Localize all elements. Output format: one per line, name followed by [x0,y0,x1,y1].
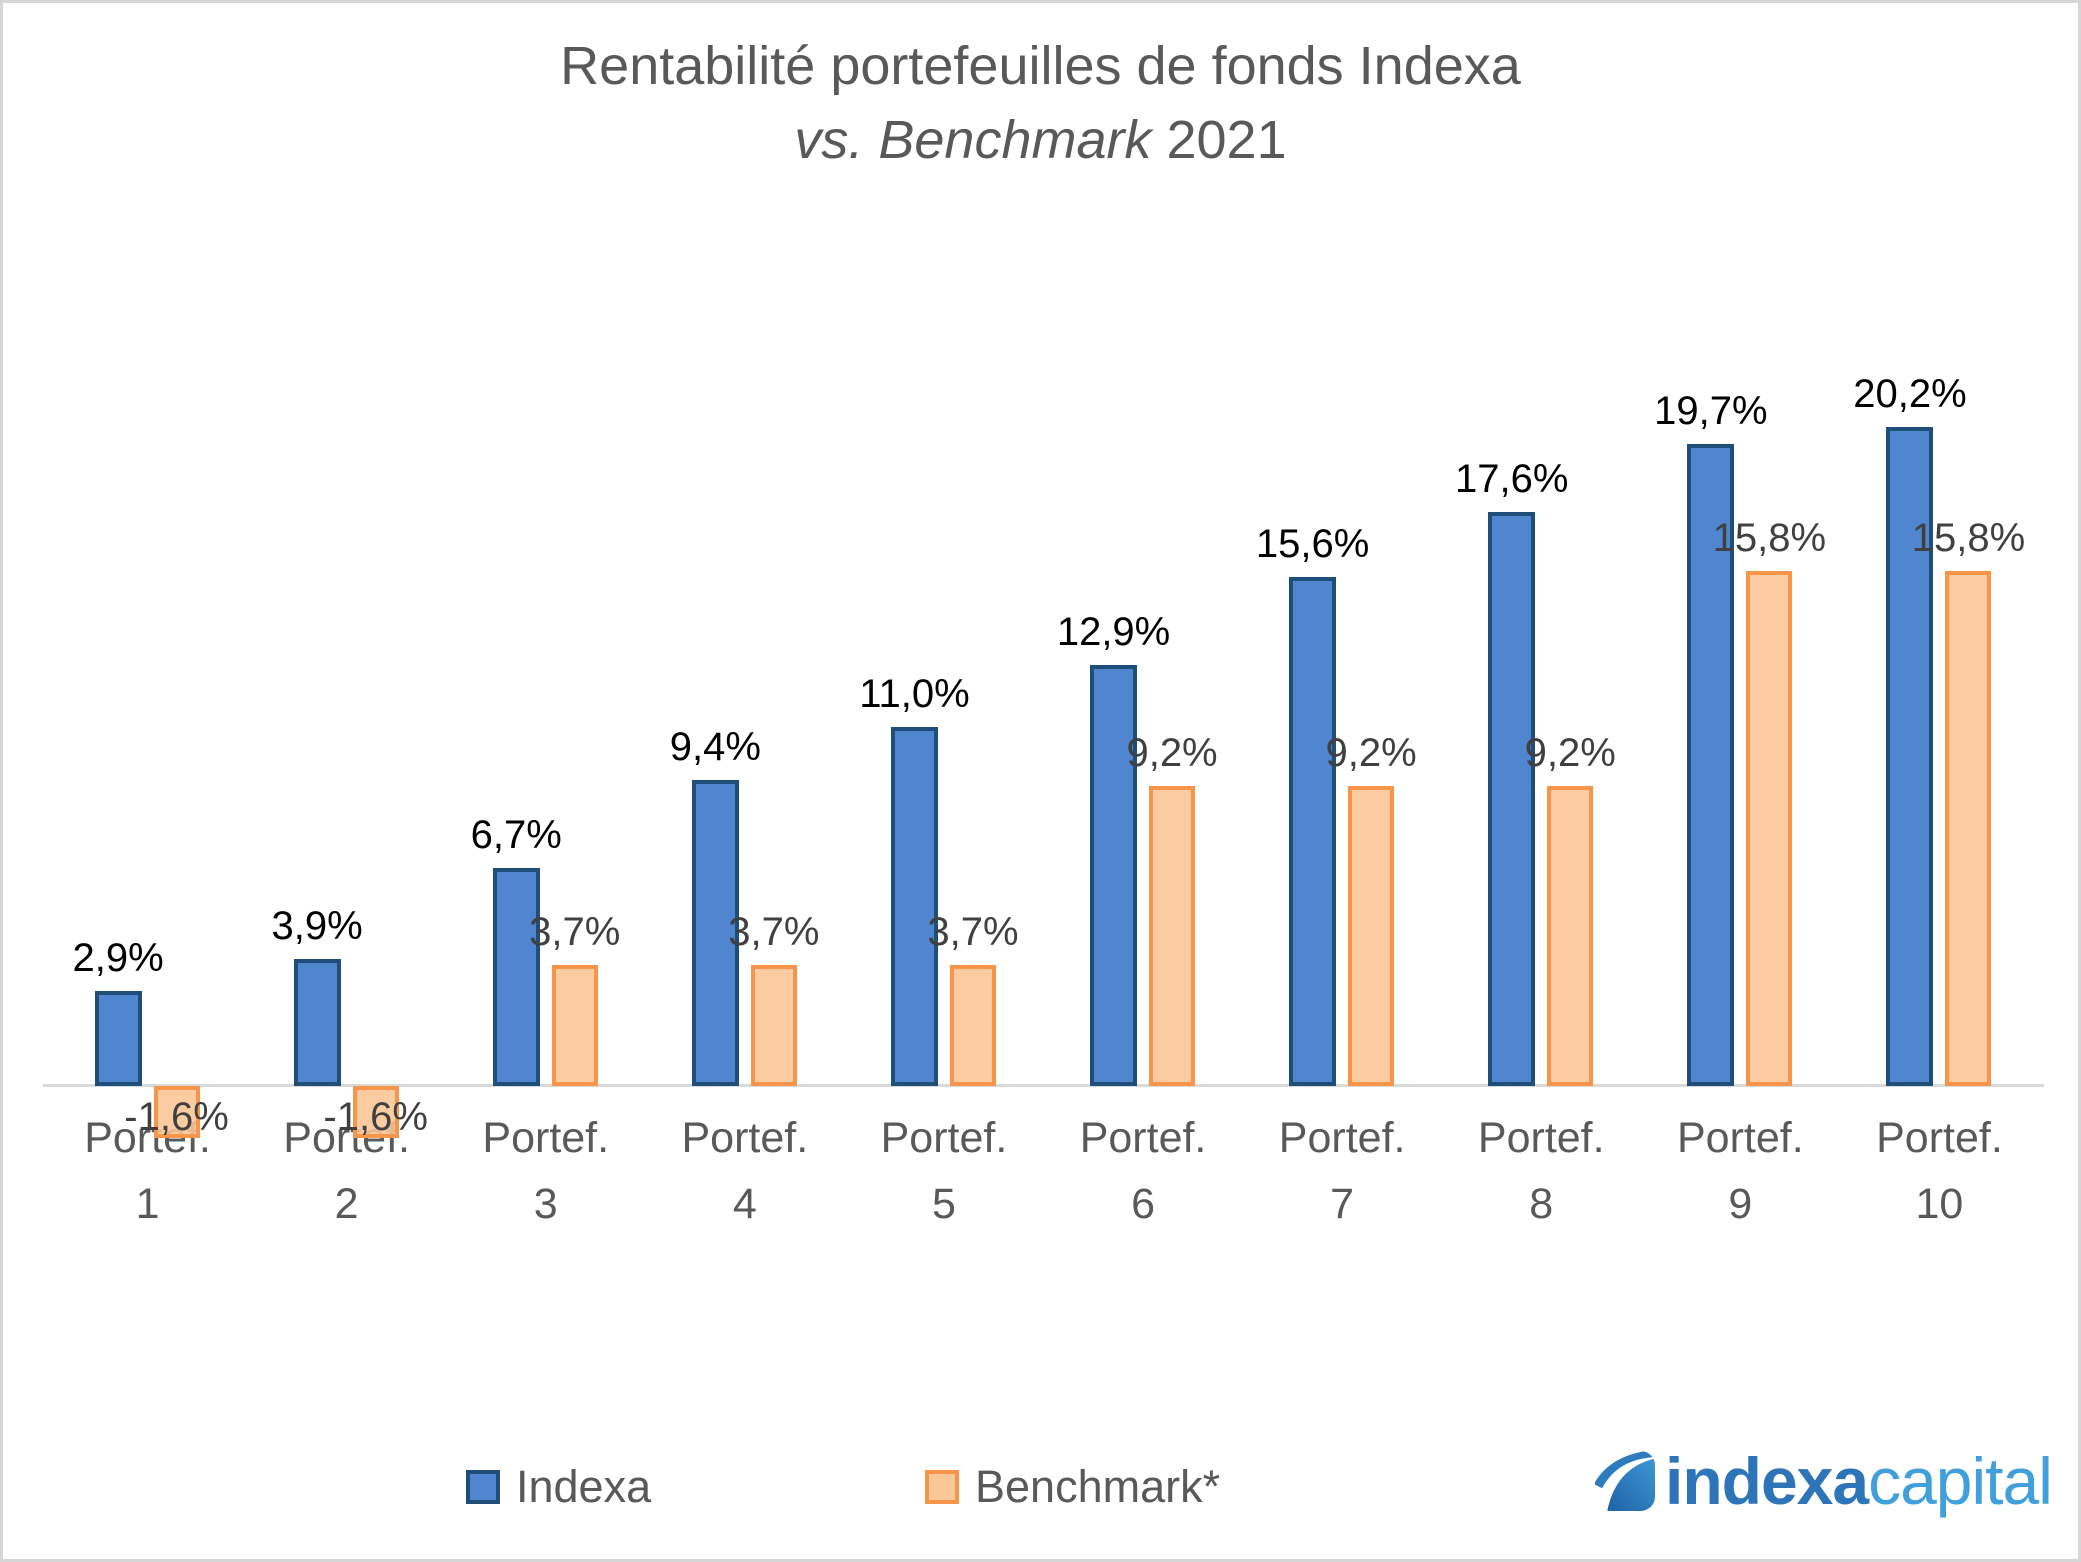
legend-label-indexa: Indexa [516,1461,652,1512]
benchmark-value-label-2: -1,6% [323,1095,428,1139]
category-label-line1: Portef. [1677,1114,1804,1162]
benchmark-bar-9 [1746,571,1793,1086]
benchmark-bar-6 [1149,786,1196,1086]
benchmark-bar-1 [153,1086,200,1138]
category-label-portef-3: Portef. 3 [436,1105,656,1237]
category-label-line2: 6 [1131,1180,1155,1228]
indexa-value-label-5: 11,0% [859,672,970,716]
category-label-line2: 5 [931,1180,956,1228]
chart-title-line2-italic: vs. Benchmark [794,110,1152,170]
category-label-line2: 10 [1915,1180,1964,1228]
category-label-portef-7: Portef. 7 [1232,1105,1452,1237]
benchmark-bar-3 [551,965,598,1086]
indexa-value-label-4: 9,4% [669,725,761,769]
benchmark-legend-swatch-icon [925,1470,959,1504]
indexa-bar-1 [94,991,142,1086]
indexacapital-logo-icon [1595,1451,1655,1511]
category-label-line2: 7 [1330,1180,1355,1228]
x-axis-line [43,1084,2044,1087]
category-label-line2: 2 [334,1180,359,1228]
chart-title-line1: Rentabilité portefeuilles de fonds Index… [560,36,1521,96]
indexa-bar-3 [492,868,540,1086]
indexa-bar-9 [1687,444,1735,1086]
category-label-line2: 9 [1728,1180,1753,1228]
category-label-line1: Portef. [482,1114,610,1162]
benchmark-bar-8 [1547,786,1594,1086]
category-label-line1: Portef. [1079,1114,1207,1162]
benchmark-value-label-6: 9,2% [1126,731,1218,775]
category-label-portef-6: Portef. 6 [1033,1105,1253,1237]
category-label-line1: Portef. [681,1114,809,1162]
indexa-bar-6 [1090,665,1138,1086]
indexacapital-logo: indexa capital [1595,1441,2053,1521]
indexa-bar-2 [293,959,341,1086]
category-label-line2: 8 [1529,1180,1554,1228]
legend-item-indexa: Indexa [466,1461,651,1513]
indexa-bar-5 [890,727,938,1086]
benchmark-value-label-4: 3,7% [728,910,820,954]
indexa-value-label-6: 12,9% [1056,610,1171,654]
benchmark-value-label-9: 15,8% [1712,516,1827,560]
indexa-value-label-8: 17,6% [1455,457,1569,501]
benchmark-bar-4 [750,965,797,1086]
benchmark-bar-5 [949,965,996,1086]
benchmark-bar-2 [352,1086,399,1138]
category-label-line2: 1 [135,1180,160,1228]
chart-title: Rentabilité portefeuilles de fonds Index… [3,29,2078,177]
category-label-line2: 4 [732,1180,757,1228]
legend-item-benchmark: Benchmark* [925,1461,1220,1513]
indexa-bar-10 [1886,427,1934,1086]
indexa-value-label-10: 20,2% [1853,372,1967,416]
logo-text-indexa: indexa [1665,1444,1869,1518]
indexa-value-label-9: 19,7% [1654,389,1768,433]
chart-title-line2-year: 2021 [1151,110,1287,170]
benchmark-bar-7 [1348,786,1395,1086]
benchmark-value-label-8: 9,2% [1524,731,1616,775]
benchmark-value-label-10: 15,8% [1911,516,2026,560]
indexa-bar-7 [1289,577,1337,1086]
indexa-value-label-7: 15,6% [1255,522,1370,566]
logo-text-capital: capital [1868,1444,2053,1518]
indexa-bar-4 [691,780,739,1086]
indexa-legend-swatch-icon [466,1470,500,1504]
benchmark-value-label-1: -1,6% [124,1095,229,1139]
chart-title-line2: vs. Benchmark 2021 [3,103,2078,177]
category-label-portef-4: Portef. 4 [635,1105,855,1237]
indexa-value-label-3: 6,7% [470,813,562,857]
category-label-line1: Portef. [1477,1114,1605,1162]
benchmark-value-label-5: 3,7% [927,910,1019,954]
indexa-value-label-2: 3,9% [271,904,363,948]
category-label-line2: 3 [533,1180,558,1228]
category-label-portef-10: Portef. 10 [1829,1105,2049,1237]
category-label-portef-5: Portef. 5 [834,1105,1054,1237]
category-label-portef-8: Portef. 8 [1431,1105,1651,1237]
benchmark-value-label-7: 9,2% [1325,731,1417,775]
category-label-portef-9: Portef. 9 [1630,1105,1850,1237]
category-label-line1: Portef. [1278,1114,1406,1162]
benchmark-value-label-3: 3,7% [529,910,621,954]
category-label-line1: Portef. [880,1114,1008,1162]
legend-label-benchmark: Benchmark* [975,1461,1221,1512]
indexa-bar-8 [1488,512,1536,1086]
category-label-line1: Portef. [1876,1114,2003,1162]
indexa-value-label-1: 2,9% [72,936,164,980]
benchmark-bar-10 [1945,571,1992,1086]
